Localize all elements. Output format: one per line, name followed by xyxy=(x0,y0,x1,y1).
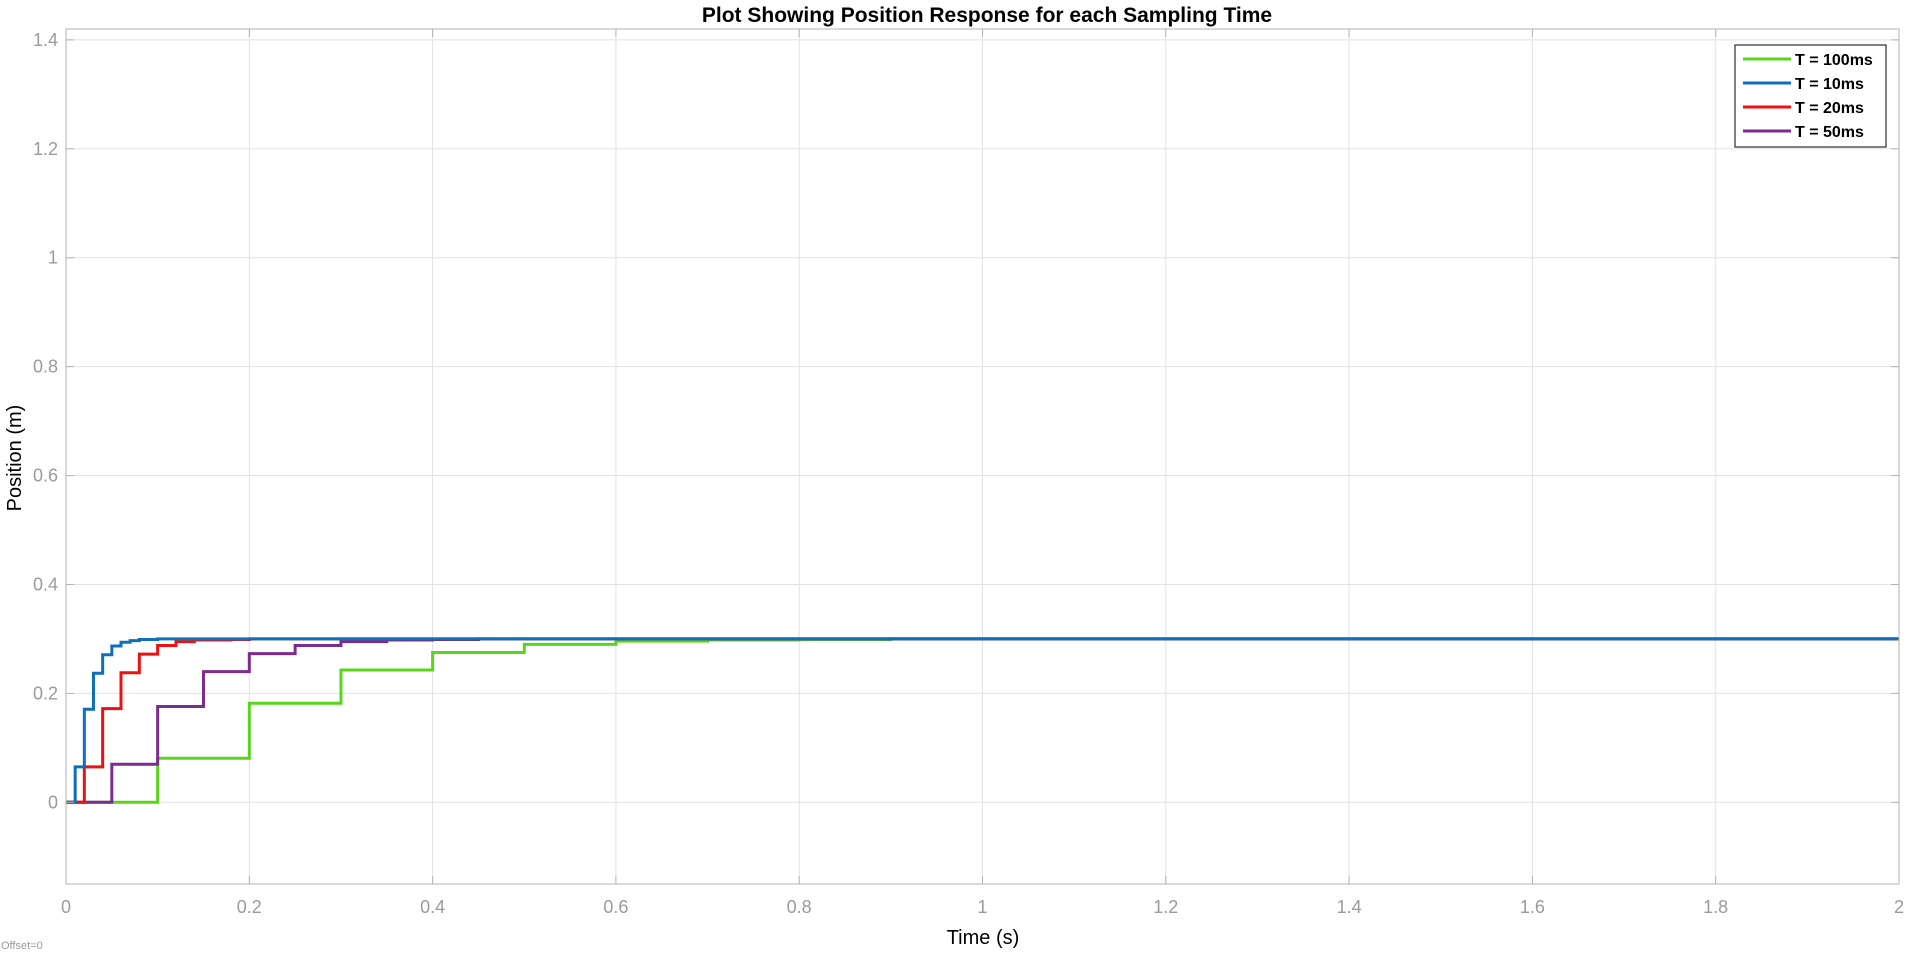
x-tick-label: 1.4 xyxy=(1337,897,1362,917)
x-tick-label: 0.8 xyxy=(787,897,812,917)
legend: T = 100ms T = 10ms T = 20ms T = 50ms xyxy=(1734,44,1887,148)
y-tick-label: 1.4 xyxy=(33,30,58,50)
y-tick-label: 0.4 xyxy=(33,574,58,594)
y-axis-label: Position (m) xyxy=(4,405,26,512)
chart-title: Plot Showing Position Response for each … xyxy=(702,4,1272,27)
x-tick-label: 1.8 xyxy=(1703,897,1728,917)
y-tick-label: 1 xyxy=(48,248,58,268)
x-tick-label: 0.2 xyxy=(237,897,262,917)
y-tick-label: 0 xyxy=(48,792,58,812)
grid-lines xyxy=(65,29,1900,884)
y-tick-label: 1.2 xyxy=(33,139,58,159)
legend-entry: T = 20ms xyxy=(1795,100,1864,117)
series-lines xyxy=(66,637,1899,804)
axis-ticks: 0 0.2 0.4 0.6 0.8 1 1.2 1.4 1.6 1.8 2 0 0.2 0.4 0.6 0.8… xyxy=(33,29,1904,917)
x-tick-label: 1 xyxy=(977,897,987,917)
legend-entry: T = 100ms xyxy=(1795,52,1873,69)
y-tick-label: 0.8 xyxy=(33,357,58,377)
y-tick-label: 0.6 xyxy=(33,466,58,486)
x-tick-label: 0.4 xyxy=(420,897,445,917)
legend-entry: T = 50ms xyxy=(1795,124,1864,141)
y-tick-label: 0.2 xyxy=(33,683,58,703)
x-tick-label: 2 xyxy=(1894,897,1904,917)
offset-label: Offset=0 xyxy=(1,940,43,952)
x-tick-label: 1.2 xyxy=(1153,897,1178,917)
x-tick-label: 1.6 xyxy=(1520,897,1545,917)
x-tick-label: 0 xyxy=(61,897,71,917)
legend-entry: T = 10ms xyxy=(1795,76,1864,93)
x-tick-label: 0.6 xyxy=(603,897,628,917)
x-axis-label: Time (s) xyxy=(947,927,1020,949)
series-line-2 xyxy=(66,637,1899,804)
